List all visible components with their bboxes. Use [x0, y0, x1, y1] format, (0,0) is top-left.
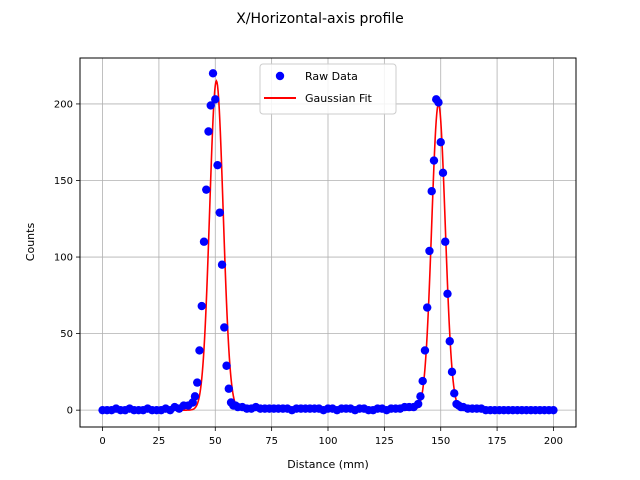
raw-data-point — [206, 101, 215, 110]
raw-data-point — [416, 392, 425, 401]
chart-title: X/Horizontal-axis profile — [236, 11, 404, 27]
legend-raw-data-marker — [275, 71, 285, 81]
raw-data-point — [204, 127, 213, 136]
points-layer — [98, 69, 558, 415]
x-axis-ticks: 0 25 50 75 100 125 150 175 200 — [99, 427, 563, 447]
x-tick-label: 200 — [544, 436, 563, 447]
legend-box — [259, 63, 397, 115]
raw-data-point — [436, 138, 445, 147]
raw-data-point — [193, 378, 202, 387]
x-tick-label: 100 — [318, 436, 337, 447]
raw-data-point — [413, 399, 423, 409]
raw-data-point — [220, 323, 229, 332]
raw-data-point — [434, 98, 443, 107]
raw-data-point — [438, 168, 448, 178]
raw-data-point — [549, 405, 558, 415]
y-tick-label: 150 — [54, 176, 73, 187]
raw-data-point — [202, 185, 211, 194]
legend: Raw Data Gaussian Fit — [259, 63, 397, 115]
x-tick-label: 0 — [99, 436, 105, 447]
raw-data-point — [213, 160, 222, 170]
raw-data-point — [217, 260, 227, 269]
raw-data-point — [441, 237, 450, 246]
x-tick-label: 75 — [265, 436, 278, 447]
y-tick-label: 100 — [54, 253, 73, 264]
raw-data-point — [222, 361, 231, 370]
x-axis-label: Distance (mm) — [287, 458, 369, 471]
raw-data-point — [425, 246, 434, 256]
x-tick-label: 150 — [431, 436, 450, 447]
y-axis-label: Counts — [24, 223, 37, 262]
raw-data-point — [199, 237, 209, 246]
x-tick-label: 175 — [488, 436, 507, 447]
x-tick-label: 125 — [375, 436, 394, 447]
raw-data-point — [195, 346, 204, 355]
raw-data-point — [190, 392, 200, 401]
raw-data-point — [429, 156, 439, 165]
raw-data-point — [443, 289, 452, 298]
x-tick-label: 25 — [153, 436, 166, 447]
raw-data-point — [420, 346, 430, 355]
raw-data-point — [427, 187, 436, 196]
raw-data-point — [450, 389, 459, 398]
x-tick-label: 50 — [209, 436, 222, 447]
raw-data-point — [211, 95, 220, 104]
y-tick-label: 0 — [67, 406, 73, 417]
raw-data-point — [445, 337, 454, 346]
legend-raw-data-label: Raw Data — [305, 70, 358, 83]
y-tick-label: 50 — [60, 329, 73, 340]
raw-data-point — [224, 384, 233, 393]
raw-data-point — [215, 208, 224, 217]
raw-data-point — [447, 367, 457, 377]
raw-data-point — [197, 301, 206, 311]
raw-data-point — [208, 69, 218, 78]
raw-data-point — [423, 303, 432, 312]
raw-data-point — [418, 376, 427, 386]
y-tick-label: 200 — [54, 99, 73, 110]
legend-gaussian-fit-label: Gaussian Fit — [305, 92, 373, 105]
y-axis-ticks: 0 50 100 150 200 — [54, 99, 80, 417]
